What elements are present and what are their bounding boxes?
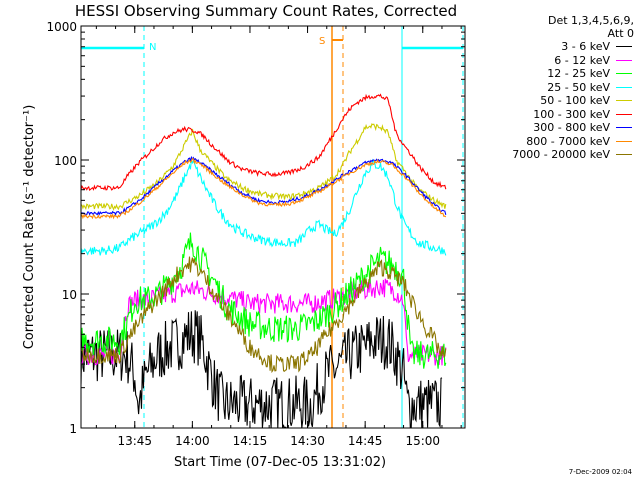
x-tick-label: 14:45	[348, 434, 383, 448]
timestamp: 7-Dec-2009 02:04	[568, 468, 632, 476]
x-tick-label: 13:45	[117, 434, 152, 448]
legend-swatch	[616, 73, 632, 75]
legend-swatch	[616, 154, 632, 156]
legend-swatch	[616, 140, 632, 142]
y-axis-label: Corrected Count Rate (s⁻¹ detector⁻¹)	[22, 105, 37, 350]
legend-entry: 12 - 25 keV	[478, 67, 638, 81]
legend-entry: 300 - 800 keV	[478, 121, 638, 135]
legend-label: 800 - 7000 keV	[526, 134, 610, 148]
series-line-100-300-kev	[81, 93, 447, 192]
legend-entry: 25 - 50 keV	[478, 81, 638, 95]
legend-label: 7000 - 20000 keV	[512, 148, 610, 162]
legend-swatch	[616, 127, 632, 129]
series-line-3-6-kev	[81, 310, 443, 428]
legend-label: 6 - 12 keV	[554, 53, 610, 67]
legend-label: 25 - 50 keV	[547, 80, 610, 94]
saa-marker-label: S	[319, 36, 325, 47]
legend-entry: 6 - 12 keV	[478, 54, 638, 68]
x-tick-label: 14:30	[290, 434, 325, 448]
axes: 13:45 14:00 14:15 14:30 14:45 15:00 1 10 100 1000	[46, 20, 465, 448]
legend-swatch	[616, 100, 632, 102]
legend-label: 50 - 100 keV	[540, 94, 610, 108]
legend-swatch	[616, 113, 632, 115]
x-tick-label: 14:00	[175, 434, 210, 448]
x-tick-label: 15:00	[405, 434, 440, 448]
legend-entry: 50 - 100 keV	[478, 94, 638, 108]
series-layer	[81, 93, 447, 428]
x-tick-label: 14:15	[233, 434, 268, 448]
x-axis-label: Start Time (07-Dec-05 13:31:02)	[174, 455, 386, 470]
legend-label: 3 - 6 keV	[561, 40, 610, 54]
legend-entry: 7000 - 20000 keV	[478, 148, 638, 162]
legend-label: 100 - 300 keV	[533, 107, 610, 121]
legend-swatch	[616, 86, 632, 88]
legend-title-detectors: Det 1,3,4,5,6,9,	[547, 14, 634, 27]
legend-entries: 3 - 6 keV 6 - 12 keV 12 - 25 keV 25 - 50 ke…	[478, 40, 638, 162]
legend-entry: 3 - 6 keV	[478, 40, 638, 54]
legend-swatch	[616, 59, 632, 61]
legend: Det 1,3,4,5,6,9, Att 0 3 - 6 keV 6 - 12 k…	[478, 14, 638, 162]
series-line-12-25-kev	[81, 232, 447, 369]
legend-swatch	[616, 46, 632, 48]
legend-entry: 100 - 300 keV	[478, 108, 638, 122]
series-line-25-50-kev	[81, 158, 447, 256]
legend-label: 12 - 25 keV	[547, 67, 610, 81]
series-line-7000-20000-kev	[81, 256, 447, 374]
plot-frame	[80, 25, 466, 429]
legend-label: 300 - 800 keV	[533, 121, 610, 135]
legend-entry: 800 - 7000 keV	[478, 135, 638, 149]
series-line-800-7000-kev	[81, 157, 447, 220]
series-line-50-100-kev	[81, 123, 447, 211]
y-tick-label: 1	[69, 422, 77, 436]
y-tick-label: 100	[54, 154, 77, 168]
legend-title-attenuator: Att 0	[607, 27, 634, 40]
night-marker-label: N	[149, 42, 156, 53]
y-tick-label: 10	[62, 288, 77, 302]
chart-title: HESSI Observing Summary Count Rates, Cor…	[75, 2, 457, 20]
y-tick-label: 1000	[46, 20, 77, 34]
